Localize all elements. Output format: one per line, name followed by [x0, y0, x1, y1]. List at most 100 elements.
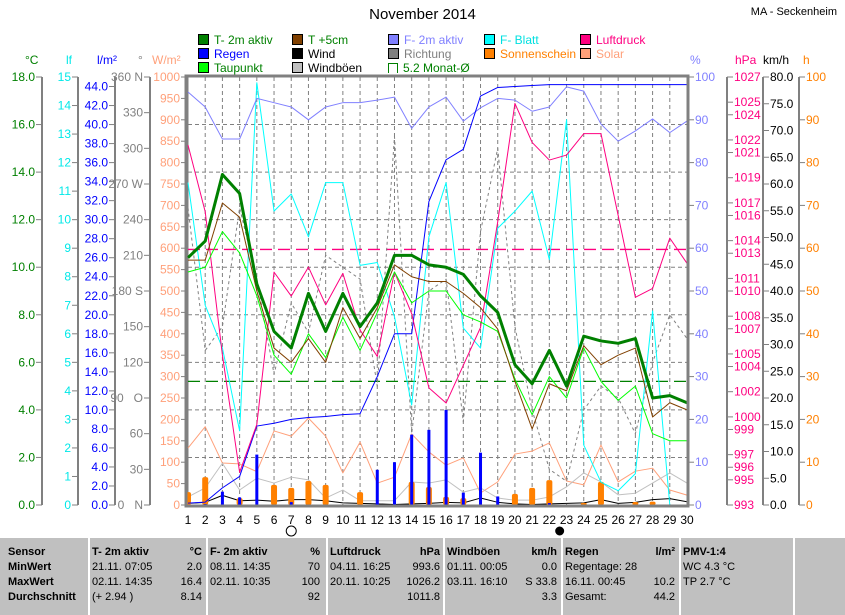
statistics-table: Sensor MinWert MaxWert Durchschnitt T- 2m ak… — [0, 538, 845, 615]
stat-label: 16.11. 00:45 — [565, 576, 626, 588]
bar-sonnenschein — [271, 484, 278, 505]
axis-tick-label: 6.0 — [18, 355, 35, 369]
axis-tick-label: 2 — [64, 441, 71, 455]
legend-swatch — [388, 34, 399, 45]
block-unit: °C — [189, 546, 202, 558]
axis-tick-label: 6 — [64, 327, 71, 341]
axis-tick-label: 10.0 — [770, 445, 794, 459]
axis-tick-label: 900 — [160, 113, 180, 127]
axis-tick-label: 60 — [695, 241, 709, 255]
legend-item: Richtung — [388, 47, 451, 61]
axis-tick-label: 14 — [58, 99, 72, 113]
axis-tick-label: 32.0 — [85, 194, 109, 208]
bar-regen-tag- — [289, 502, 293, 505]
x-tick-label: 2 — [202, 513, 209, 527]
axis-tick-label: 15 — [58, 70, 72, 84]
axis-tick-label: 0.0 — [770, 498, 787, 512]
bar-regen-tag- — [255, 454, 259, 505]
axis-tick-label: 700 — [160, 198, 180, 212]
series-line-t-2m-aktiv — [186, 172, 688, 405]
legend-item: Luftdruck — [580, 33, 645, 47]
x-tick-label: 20 — [508, 513, 522, 527]
axis-tick-label: 1005 — [734, 347, 761, 361]
legend-item: Taupunkt — [198, 61, 263, 75]
x-tick-label: 4 — [236, 513, 243, 527]
legend-item: Solar — [580, 47, 624, 61]
block-title: Windböen — [447, 546, 501, 558]
legend-item: Sonnenschein — [484, 47, 576, 61]
block-title: Luftdruck — [330, 546, 381, 558]
axis-tick-label: 8.0 — [91, 422, 108, 436]
plot-frame — [184, 74, 690, 508]
axis-tick-label: 24.0 — [85, 270, 109, 284]
axis-tick-label: 16.0 — [12, 118, 36, 132]
axis-tick-label: 50.0 — [770, 231, 794, 245]
axis-tick-label: 60.0 — [770, 177, 794, 191]
axis-tick-label: 30.0 — [770, 338, 794, 352]
x-tick-label: 16 — [439, 513, 453, 527]
series-line-solar — [187, 417, 688, 496]
axis-tick-label: 16.0 — [85, 346, 109, 360]
stat-label: WC 4.3 °C — [683, 561, 736, 573]
legend-item: Regen — [198, 47, 249, 61]
axis-tick-label: 12 — [58, 156, 72, 170]
axis-tick-label: 30 — [695, 370, 709, 384]
axis-tick-label: 100 — [806, 70, 826, 84]
axis-tick-label: 0.0 — [91, 498, 108, 512]
axis-tick-label: 5.0 — [770, 471, 787, 485]
axis-tick-label: 180 S — [112, 284, 143, 298]
series-line-regen — [187, 84, 687, 504]
chart-title: November 2014 — [369, 6, 476, 23]
legend-label: F- Blatt — [500, 33, 539, 47]
bar-regen-tag- — [392, 462, 396, 505]
legend-label: Windböen — [308, 61, 363, 75]
axis-tick-label: 330 — [123, 106, 143, 120]
legend-label: 5.2 Monat-Ø — [403, 61, 470, 75]
bar-regen-tag- — [375, 469, 379, 505]
axis-tick-label: 650 — [160, 220, 180, 234]
axis-tick-label: 1014 — [734, 234, 761, 248]
axis-tick-label: 65.0 — [770, 150, 794, 164]
column-divider — [88, 538, 90, 615]
axis-tick-label: 750 — [160, 177, 180, 191]
axis-tick-label: 10.0 — [85, 403, 109, 417]
x-tick-label: 15 — [422, 513, 436, 527]
axis-tick-label: 450 — [160, 305, 180, 319]
stat-label: (+ 2.94 ) — [92, 591, 134, 603]
column-divider — [443, 538, 445, 615]
x-tick-label: 29 — [663, 513, 677, 527]
legend-label: T- 2m aktiv — [214, 33, 273, 47]
bar-regen-tag- — [220, 491, 224, 505]
axis-tick-label: 90 — [695, 113, 709, 127]
axis-tick-label: 8.0 — [18, 308, 35, 322]
legend-label: Solar — [596, 47, 625, 61]
axis-tick-label: 70 — [806, 198, 820, 212]
axis-tick-label: 60 — [130, 427, 144, 441]
axis-tick-label: 4.0 — [18, 403, 35, 417]
x-tick-label: 25 — [594, 513, 608, 527]
axis-tick-label: 1024 — [734, 108, 761, 122]
axis-tick-label: 35.0 — [770, 311, 794, 325]
series-line-taupunkt — [187, 231, 687, 442]
axis-tick-label: 50 — [695, 284, 709, 298]
axis-tick-label: 1000 — [734, 410, 761, 424]
row-label: MaxWert — [8, 576, 54, 588]
legend-item: F- Blatt — [484, 33, 539, 47]
block-unit: hPa — [419, 546, 440, 558]
axis-tick-label: 1011 — [734, 271, 760, 285]
axis-tick-label: 38.0 — [85, 137, 109, 151]
axis-tick-label: 26.0 — [85, 251, 109, 265]
row-label: Durchschnitt — [8, 591, 76, 603]
axis-tick-label: 5 — [64, 355, 71, 369]
legend-swatch — [198, 34, 209, 45]
axis-tick-label: 90 — [806, 113, 820, 127]
axis-tick-label: 50 — [806, 284, 820, 298]
block-title: F- 2m aktiv — [210, 546, 268, 558]
stat-value: 8.14 — [180, 591, 202, 603]
x-tick-label: 19 — [491, 513, 505, 527]
weather-chart: °C0.02.04.06.08.010.012.014.016.018.0lf0… — [12, 53, 826, 537]
axis-tick-label: 14.0 — [85, 365, 109, 379]
axis-tick-label: 10 — [58, 213, 72, 227]
x-tick-label: 8 — [305, 513, 312, 527]
